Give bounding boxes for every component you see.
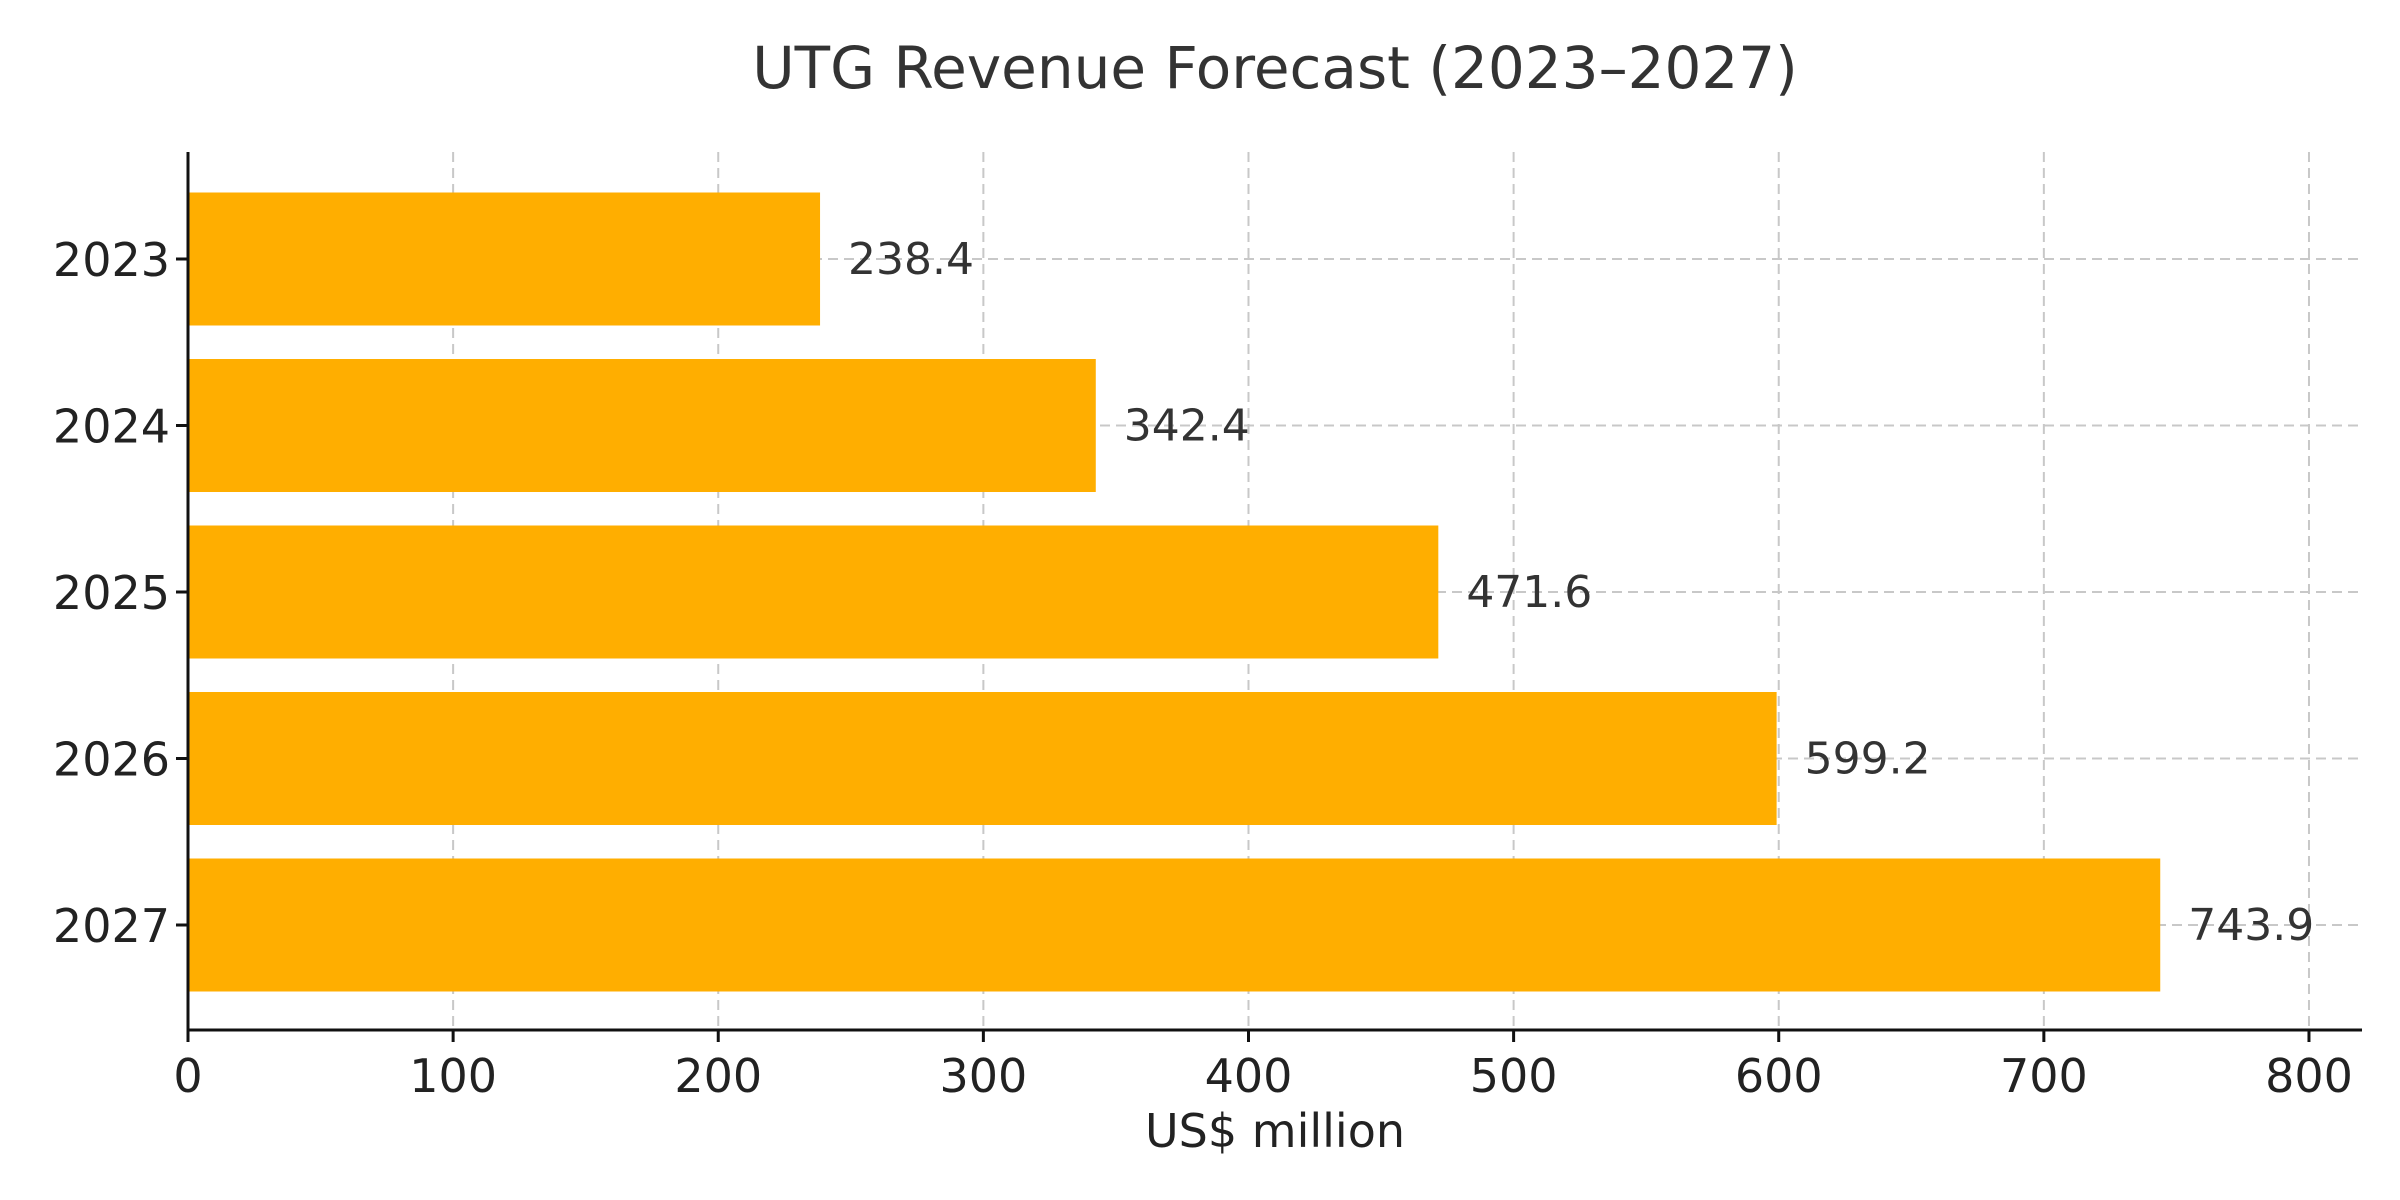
bar-2025: [188, 525, 1439, 659]
data-label-2023: 238.4: [848, 234, 974, 285]
chart-title: UTG Revenue Forecast (2023–2027): [752, 34, 1798, 102]
x-tick-label: 300: [939, 1049, 1027, 1103]
bar-2026: [188, 692, 1777, 825]
label-layer: 0 100 200 300 400 500 600 700 800 238.4 2023 342.4 2…: [53, 233, 2353, 1103]
bar-2024: [188, 359, 1096, 492]
bar-layer: [188, 192, 2161, 992]
bar-2027: [188, 858, 2161, 992]
x-tick-label: 500: [1470, 1049, 1558, 1103]
y-tick-label-2024: 2024: [53, 400, 170, 454]
x-tick-label: 800: [2265, 1049, 2353, 1103]
x-tick-label: 0: [173, 1049, 202, 1103]
data-label-2026: 599.2: [1805, 734, 1931, 785]
data-label-2024: 342.4: [1124, 401, 1250, 452]
y-tick-label-2027: 2027: [53, 899, 170, 953]
x-axis-label: US$ million: [1145, 1104, 1405, 1158]
x-tick-label: 200: [674, 1049, 762, 1103]
data-label-2027: 743.9: [2188, 900, 2314, 951]
data-label-2025: 471.6: [1466, 567, 1592, 618]
x-tick-label: 700: [2000, 1049, 2088, 1103]
x-tick-label: 400: [1205, 1049, 1293, 1103]
y-tick-label-2023: 2023: [53, 233, 170, 287]
axis-layer: [176, 152, 2362, 1042]
y-tick-label-2025: 2025: [53, 566, 170, 620]
bar-2023: [188, 192, 821, 326]
y-tick-label-2026: 2026: [53, 733, 170, 787]
x-tick-label: 600: [1735, 1049, 1823, 1103]
x-tick-label: 100: [409, 1049, 497, 1103]
